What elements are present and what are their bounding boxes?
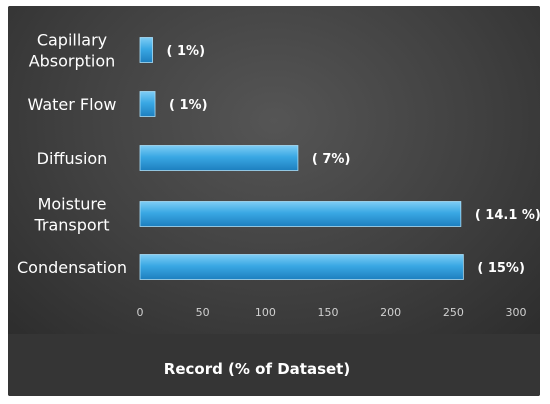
bar-water-flow xyxy=(139,91,156,117)
data-label-capillary-absorption: ( 1%) xyxy=(167,44,205,59)
x-tick-label-250: 250 xyxy=(443,306,464,319)
category-label-diffusion: Diffusion xyxy=(37,149,108,168)
category-label-condensation: Condensation xyxy=(17,258,127,277)
chart-frame: Capillary Absorption ( 1%) Water Flow ( 1%) D… xyxy=(8,6,540,396)
bar-moisture-transport xyxy=(139,201,462,227)
x-tick-label-150: 150 xyxy=(318,306,339,319)
bar-chart: Capillary Absorption ( 1%) Water Flow ( 1%) D… xyxy=(17,31,540,379)
x-tick-label-300: 300 xyxy=(506,306,527,319)
data-label-moisture-transport: ( 14.1 %) xyxy=(475,208,540,223)
data-label-water-flow: ( 1%) xyxy=(169,98,207,113)
x-tick-label-200: 200 xyxy=(380,306,401,319)
data-label-condensation: ( 15%) xyxy=(477,261,525,276)
category-label-capillary-absorption: Capillary Absorption xyxy=(29,31,116,71)
category-label-moisture-transport: Moisture Transport xyxy=(33,195,109,235)
x-axis-label: Record (% of Dataset) xyxy=(164,360,350,378)
x-tick-label-0: 0 xyxy=(137,306,144,319)
x-tick-label-100: 100 xyxy=(255,306,276,319)
bar-capillary-absorption xyxy=(139,37,153,63)
data-label-diffusion: ( 7%) xyxy=(312,152,350,167)
category-label-water-flow: Water Flow xyxy=(28,95,117,114)
bar-condensation xyxy=(139,254,464,280)
x-tick-label-50: 50 xyxy=(196,306,210,319)
xlabel-footer xyxy=(8,334,540,396)
bar-diffusion xyxy=(139,145,299,171)
